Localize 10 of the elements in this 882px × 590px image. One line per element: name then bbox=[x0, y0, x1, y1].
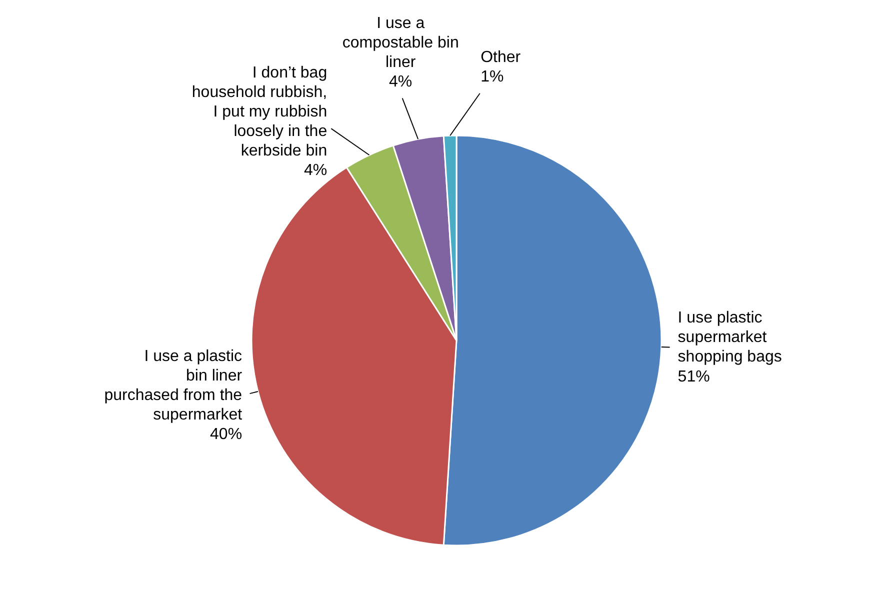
data-label: 40% bbox=[210, 426, 242, 444]
data-label: 1% bbox=[480, 68, 504, 86]
slice-label: I use a plastic bin liner purchased from the supermarket bbox=[104, 348, 243, 424]
slice-label: I use a compostable bin liner bbox=[342, 14, 459, 71]
data-label: 4% bbox=[389, 73, 412, 90]
slice-label: Other bbox=[480, 48, 522, 66]
data-label: 4% bbox=[304, 162, 328, 180]
slice-label: I use plastic supermarket shopping bags bbox=[678, 310, 782, 366]
data-label: 51% bbox=[678, 368, 710, 386]
slice-label: I don’t bag household rubbish, I put my rubbish loosely in the kerbside bin bbox=[192, 64, 328, 160]
